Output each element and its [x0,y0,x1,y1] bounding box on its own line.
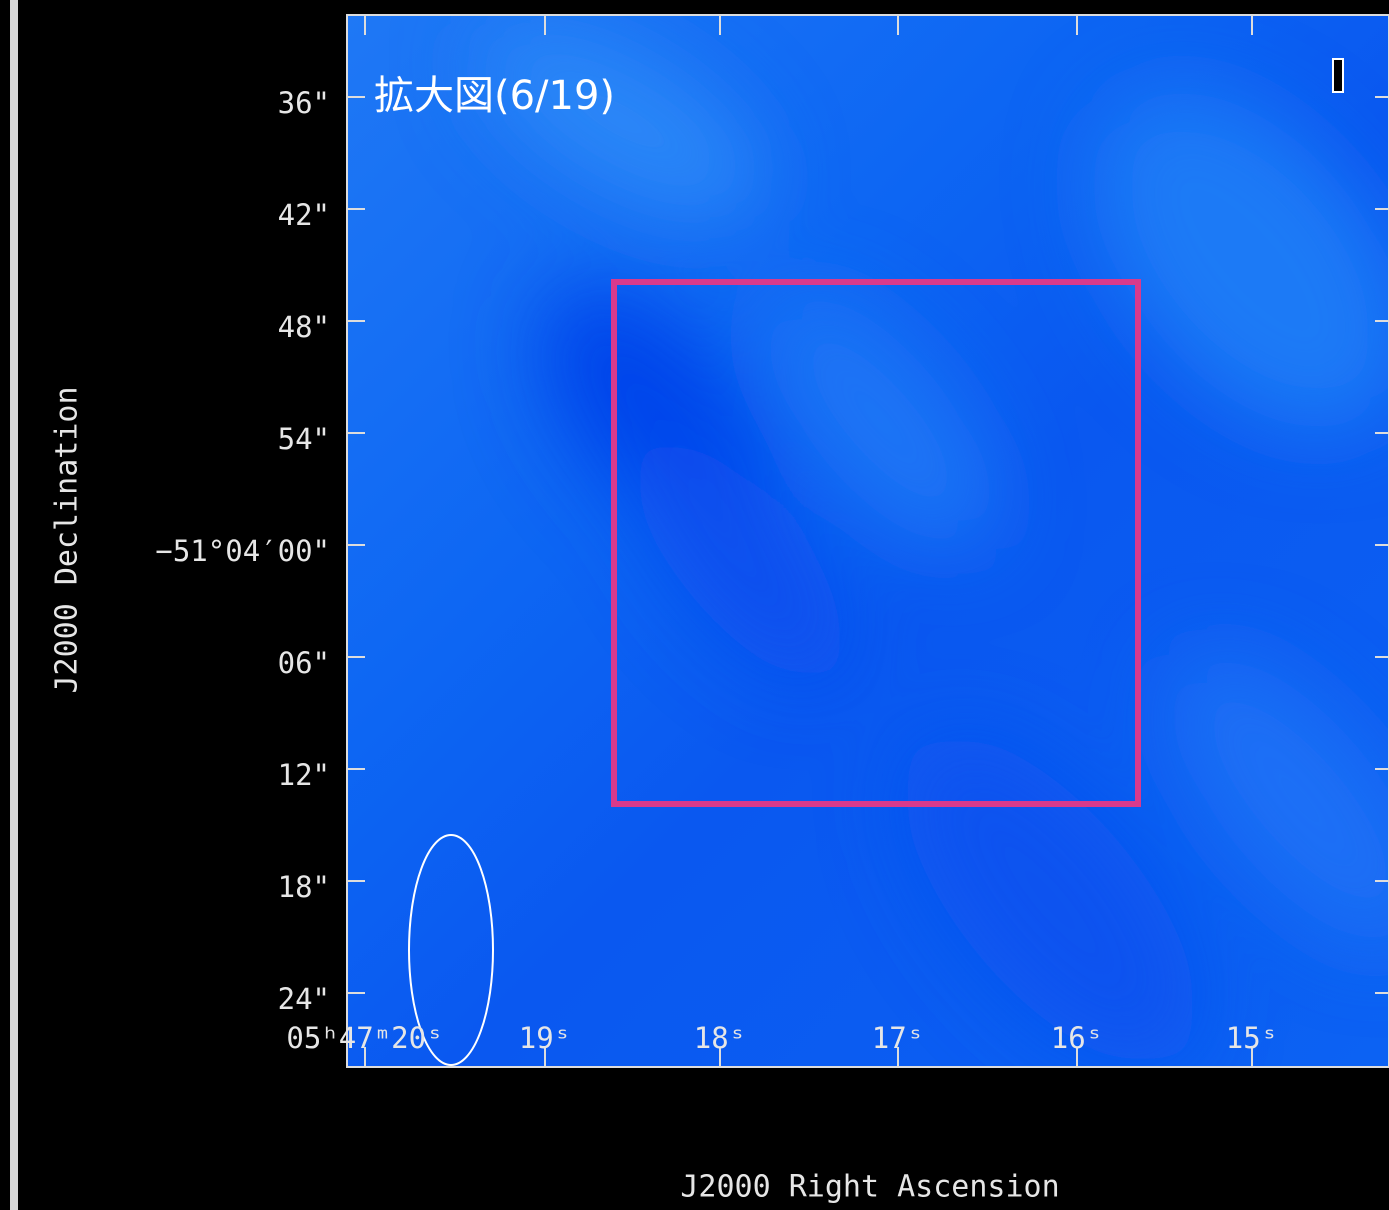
x-tick-label: 18ˢ [694,1021,746,1055]
x-axis-label: J2000 Right Ascension [680,1170,1059,1205]
screenshot: 拡大図(6/19) J2000 Right Ascension J2000 De… [0,0,1389,1210]
y-tick-label: 18" [278,870,330,904]
marker [1333,59,1343,92]
y-tick-label: 06" [278,646,330,680]
left-edge [10,0,18,1210]
x-tick-label: 16ˢ [1051,1021,1103,1055]
annotation: 拡大図(6/19) [374,73,615,119]
y-tick-label: 24" [278,982,330,1016]
x-tick-label: 15ˢ [1226,1021,1278,1055]
sky-image [347,0,1389,1111]
y-tick-label: 12" [278,758,330,792]
y-tick-label: 42" [278,198,330,232]
page: {"annotation": "拡大図(6/19)", "x_axis": {"… [0,0,1389,1210]
y-axis-label: J2000 Declination [50,386,85,693]
y-tick-label: 36" [278,86,330,120]
x-tick-label: 17ˢ [872,1021,924,1055]
x-tick-label: 05ʰ47ᵐ20ˢ [286,1021,443,1055]
y-tick-label: −51°04′00" [155,534,330,568]
y-tick-label: 48" [278,310,330,344]
x-tick-label: 19ˢ [519,1021,571,1055]
y-tick-label: 54" [278,422,330,456]
